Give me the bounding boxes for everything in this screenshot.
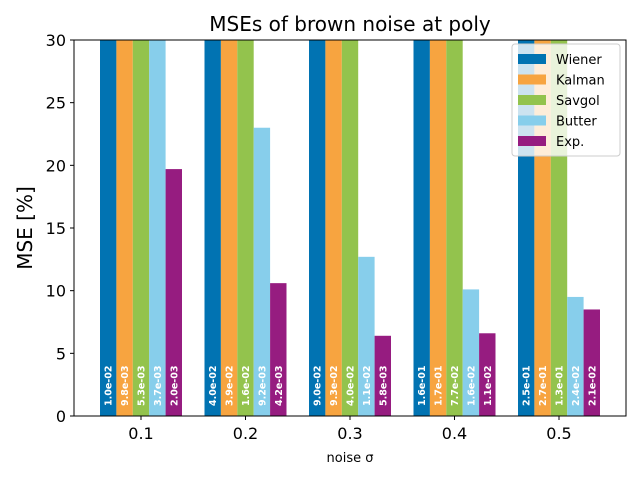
bar-kalman-0.2 bbox=[220, 40, 238, 416]
bar-value-label: 1.1e-02 bbox=[483, 366, 494, 406]
bar-value-label: 3.7e-03 bbox=[153, 366, 164, 406]
y-axis-label: MSE [%] bbox=[13, 186, 37, 270]
bar-value-label: 1.6e-02 bbox=[466, 366, 477, 406]
bar-value-label: 2.7e-01 bbox=[538, 366, 549, 406]
y-axis: 0 5 10 15 20 25 30 bbox=[46, 31, 74, 426]
y-tick-label: 30 bbox=[46, 31, 66, 50]
bar-kalman-0.4 bbox=[429, 40, 447, 416]
bar-exp-0.5 bbox=[583, 309, 600, 416]
y-tick-label: 25 bbox=[46, 94, 66, 113]
y-tick-label: 10 bbox=[46, 282, 66, 301]
bar-value-label: 4.2e-03 bbox=[274, 366, 285, 406]
bar-value-label: 4.0e-02 bbox=[208, 366, 219, 406]
y-tick-label: 15 bbox=[46, 219, 66, 238]
x-tick-label: 0.4 bbox=[442, 424, 467, 443]
bar-exp-0.4 bbox=[479, 333, 496, 416]
bar-value-label: 2.0e-03 bbox=[169, 366, 180, 406]
bar-value-label: 1.3e-01 bbox=[555, 366, 566, 406]
bar-kalman-0.1 bbox=[116, 40, 133, 416]
bar-value-label: 2.1e-02 bbox=[587, 366, 598, 406]
bar-butter-0.4 bbox=[462, 289, 480, 416]
bar-savgol-0.2 bbox=[237, 40, 254, 416]
x-axis: 0.1 0.2 0.3 0.4 0.5 bbox=[128, 416, 572, 443]
legend-label: Exp. bbox=[556, 135, 584, 150]
legend-swatch bbox=[518, 136, 546, 146]
x-tick-label: 0.2 bbox=[233, 424, 258, 443]
bar-value-label: 7.7e-02 bbox=[450, 366, 461, 406]
bar-value-label: 5.8e-03 bbox=[378, 366, 389, 406]
bar-wiener-0.1 bbox=[100, 40, 117, 416]
y-tick-label: 20 bbox=[46, 156, 66, 175]
x-tick-label: 0.3 bbox=[337, 424, 362, 443]
bars-group bbox=[100, 40, 600, 416]
bar-wiener-0.2 bbox=[204, 40, 221, 416]
x-axis-label: noise σ bbox=[327, 451, 374, 466]
bar-savgol-0.1 bbox=[132, 40, 150, 416]
legend-label: Kalman bbox=[556, 74, 605, 89]
bar-value-label: 9.2e-03 bbox=[257, 366, 268, 406]
bar-labels-group: 1.0e-02 9.8e-03 5.3e-03 3.7e-03 2.0e-03 4.0e-… bbox=[104, 366, 599, 406]
bar-value-label: 9.8e-03 bbox=[120, 366, 131, 406]
bar-exp-0.2 bbox=[270, 283, 287, 416]
bar-butter-0.2 bbox=[253, 127, 271, 416]
bar-value-label: 1.7e-01 bbox=[434, 366, 445, 406]
bar-value-label: 1.6e-02 bbox=[241, 366, 252, 406]
bar-butter-0.1 bbox=[149, 40, 166, 416]
legend-swatch bbox=[518, 95, 546, 105]
bar-value-label: 1.1e-02 bbox=[362, 366, 373, 406]
bar-value-label: 3.9e-02 bbox=[225, 366, 236, 406]
legend: Wiener Kalman Savgol Butter Exp. bbox=[511, 43, 621, 157]
y-tick-label: 0 bbox=[56, 407, 66, 426]
bar-savgol-0.4 bbox=[446, 40, 463, 416]
bar-exp-0.3 bbox=[374, 335, 391, 416]
y-tick-label: 5 bbox=[56, 344, 66, 363]
legend-swatch bbox=[518, 74, 546, 85]
bar-value-label: 9.0e-02 bbox=[313, 366, 324, 406]
bar-value-label: 4.0e-02 bbox=[346, 366, 357, 406]
bar-butter-0.3 bbox=[358, 256, 375, 416]
bar-savgol-0.3 bbox=[341, 40, 359, 416]
bar-value-label: 1.6e-01 bbox=[417, 366, 428, 406]
bar-wiener-0.4 bbox=[413, 40, 430, 416]
bar-value-label: 2.4e-02 bbox=[571, 366, 582, 406]
bar-exp-0.1 bbox=[165, 169, 182, 416]
bar-wiener-0.3 bbox=[309, 40, 326, 416]
bar-value-label: 1.0e-02 bbox=[104, 366, 115, 406]
legend-label: Butter bbox=[556, 115, 597, 130]
bar-value-label: 9.3e-02 bbox=[329, 366, 340, 406]
bar-butter-0.5 bbox=[567, 296, 584, 416]
chart-title: MSEs of brown noise at poly bbox=[209, 12, 491, 36]
legend-swatch bbox=[518, 115, 546, 126]
legend-label: Wiener bbox=[556, 53, 602, 68]
x-tick-label: 0.5 bbox=[546, 424, 571, 443]
bar-value-label: 5.3e-03 bbox=[137, 366, 148, 406]
bar-value-label: 2.5e-01 bbox=[522, 366, 533, 406]
x-tick-label: 0.1 bbox=[128, 424, 153, 443]
legend-box bbox=[511, 43, 621, 157]
bar-kalman-0.3 bbox=[325, 40, 342, 416]
legend-swatch bbox=[518, 54, 546, 64]
legend-label: Savgol bbox=[556, 94, 600, 109]
